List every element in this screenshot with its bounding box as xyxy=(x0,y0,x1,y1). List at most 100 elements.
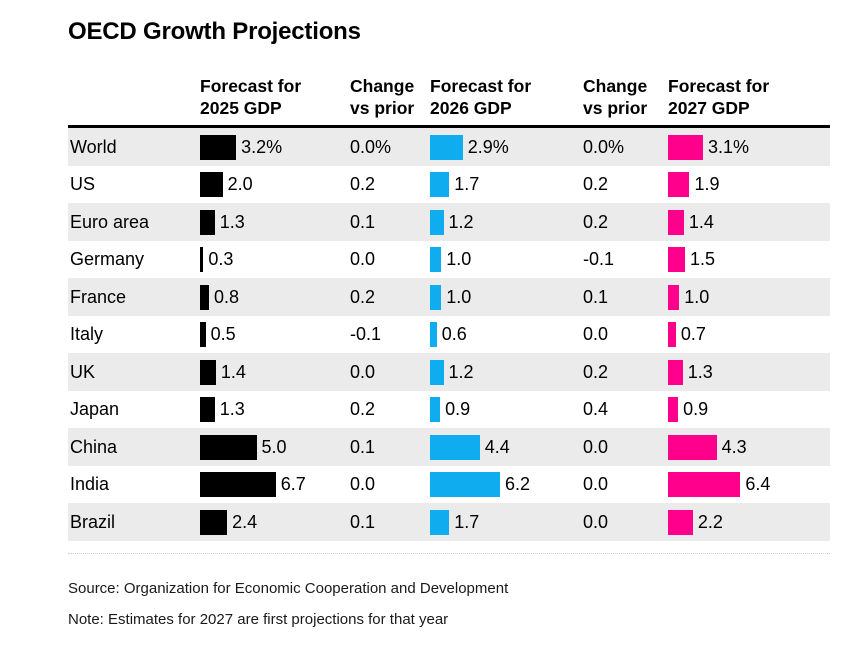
bar-cell-series-4: 1.3 xyxy=(668,353,830,391)
bar-cell-series-4: 1.9 xyxy=(668,166,830,204)
bar-cell-series-2: 1.2 xyxy=(430,203,583,241)
bar xyxy=(200,284,210,310)
col-header-forecast-2025: Forecast for 2025 GDP xyxy=(200,76,302,118)
row-label: Euro area xyxy=(70,211,150,232)
bar xyxy=(668,472,741,498)
bar-value-label: 2.0 xyxy=(227,174,253,195)
bar-cell-series-4: 0.9 xyxy=(668,391,830,429)
col-header-change-2: Change vs prior xyxy=(583,76,648,118)
table-row: Germany 0.3 0.0 1.0 -0.1 1.5 xyxy=(68,241,830,279)
row-label: Italy xyxy=(70,324,104,345)
bar xyxy=(200,134,237,160)
bar xyxy=(200,397,215,423)
col-header-forecast-2026: Forecast for 2026 GDP xyxy=(430,76,532,118)
bar-cell-series-2: 1.7 xyxy=(430,503,583,541)
bar-value-label: 2.2 xyxy=(697,511,723,532)
change-vs-prior-value: -0.1 xyxy=(583,249,615,270)
bar-cell-series-0: 0.8 xyxy=(200,278,350,316)
bar xyxy=(200,472,276,498)
bar-cell-series-0: 1.4 xyxy=(200,353,350,391)
bar-cell-series-2: 0.9 xyxy=(430,391,583,429)
change-vs-prior-value: 0.2 xyxy=(583,211,609,232)
bar-value-label: 6.4 xyxy=(745,474,771,495)
bar xyxy=(430,172,450,198)
row-label: India xyxy=(70,474,110,495)
bar xyxy=(200,322,206,348)
bar xyxy=(668,397,679,423)
change-vs-prior-value: 0.1 xyxy=(350,511,376,532)
bar-cell-series-2: 0.6 xyxy=(430,316,583,354)
change-vs-prior-value: 0.0 xyxy=(350,361,376,382)
bar xyxy=(430,359,444,385)
row-label: France xyxy=(70,286,127,307)
table-row: Brazil 2.4 0.1 1.7 0.0 2.2 xyxy=(68,503,830,541)
bar-cell-series-2: 6.2 xyxy=(430,466,583,504)
bar-cell-series-0: 5.0 xyxy=(200,428,350,466)
bar-cell-series-0: 6.7 xyxy=(200,466,350,504)
col-header-forecast-2027: Forecast for 2027 GDP xyxy=(668,76,770,118)
bar-cell-series-4: 0.7 xyxy=(668,316,830,354)
bar-value-label: 2.4 xyxy=(232,511,258,532)
bar-value-label: 1.2 xyxy=(448,361,474,382)
bar xyxy=(430,209,444,235)
bar-value-label: 5.0 xyxy=(261,436,287,457)
change-vs-prior-value: -0.1 xyxy=(350,324,382,345)
bar-value-label: 1.9 xyxy=(694,174,720,195)
bar-value-label: 6.7 xyxy=(280,474,306,495)
bar-cell-series-0: 3.2% xyxy=(200,128,350,166)
change-vs-prior-value: 0.0% xyxy=(583,136,625,157)
bar-cell-series-2: 1.0 xyxy=(430,241,583,279)
bar-value-label: 1.7 xyxy=(454,511,480,532)
col-header-change-1: Change vs prior xyxy=(350,76,415,118)
row-label: Brazil xyxy=(70,511,116,532)
change-vs-prior-value: 0.0 xyxy=(583,436,609,457)
bar xyxy=(668,359,683,385)
bar-value-label: 1.2 xyxy=(448,211,474,232)
bar xyxy=(430,134,463,160)
bar-cell-series-2: 1.0 xyxy=(430,278,583,316)
bar-cell-series-2: 2.9% xyxy=(430,128,583,166)
page-title: OECD Growth Projections xyxy=(68,18,361,45)
bar xyxy=(430,397,441,423)
bar-cell-series-4: 1.0 xyxy=(668,278,830,316)
row-label: China xyxy=(70,436,118,457)
bar-cell-series-0: 2.0 xyxy=(200,166,350,204)
change-vs-prior-value: 0.2 xyxy=(350,286,376,307)
change-vs-prior-value: 0.1 xyxy=(583,286,609,307)
bar xyxy=(668,322,676,348)
change-vs-prior-value: 0.0 xyxy=(350,474,376,495)
bar-value-label: 1.7 xyxy=(454,174,480,195)
bar-value-label: 3.1% xyxy=(708,136,750,157)
change-vs-prior-value: 0.0 xyxy=(583,511,609,532)
row-label: World xyxy=(70,136,117,157)
bar-value-label: 0.9 xyxy=(683,399,709,420)
change-vs-prior-value: 0.4 xyxy=(583,399,609,420)
bar xyxy=(200,509,228,535)
bar xyxy=(430,247,442,273)
table-row: Euro area 1.3 0.1 1.2 0.2 1.4 xyxy=(68,203,830,241)
bar-cell-series-4: 4.3 xyxy=(668,428,830,466)
bar xyxy=(430,472,501,498)
row-label: Japan xyxy=(70,399,120,420)
source-text: Source: Organization for Economic Cooper… xyxy=(68,579,509,597)
bar xyxy=(200,247,204,273)
bar-value-label: 6.2 xyxy=(505,474,531,495)
change-vs-prior-value: 0.2 xyxy=(350,174,376,195)
bar-value-label: 0.5 xyxy=(210,324,236,345)
bar-value-label: 1.4 xyxy=(688,211,714,232)
table-row: World 3.2% 0.0% 2.9% 0.0% 3.1% xyxy=(68,128,830,166)
bar-cell-series-2: 1.2 xyxy=(430,353,583,391)
change-vs-prior-value: 0.2 xyxy=(583,361,609,382)
bar xyxy=(200,359,216,385)
table-header-row: Forecast for 2025 GDP Change vs prior Fo… xyxy=(68,76,830,129)
bar-cell-series-4: 2.2 xyxy=(668,503,830,541)
bar xyxy=(668,509,693,535)
bar-cell-series-0: 2.4 xyxy=(200,503,350,541)
table-row: Japan 1.3 0.2 0.9 0.4 0.9 xyxy=(68,391,830,429)
bar-value-label: 1.0 xyxy=(684,286,710,307)
table-row: France 0.8 0.2 1.0 0.1 1.0 xyxy=(68,278,830,316)
change-vs-prior-value: 0.2 xyxy=(350,399,376,420)
bar-cell-series-0: 1.3 xyxy=(200,391,350,429)
table-row: India 6.7 0.0 6.2 0.0 6.4 xyxy=(68,466,830,504)
bar-cell-series-0: 0.5 xyxy=(200,316,350,354)
